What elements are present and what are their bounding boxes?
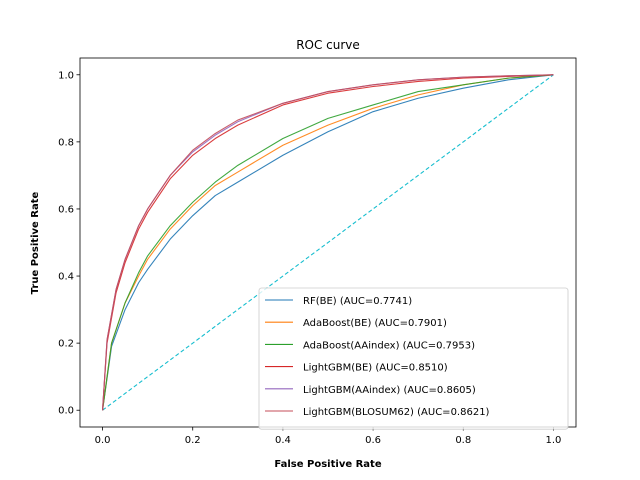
- y-tick-label: 0.2: [58, 339, 74, 350]
- series-line-3: [102, 74, 554, 411]
- reference-diagonal-line: [102, 74, 554, 411]
- y-axis-label: True Positive Rate: [30, 191, 41, 294]
- x-axis-label: False Positive Rate: [274, 459, 381, 470]
- legend-label-1: AdaBoost(BE) (AUC=0.7901): [303, 318, 447, 329]
- x-axis: 0.0 0.2 0.4 0.6 0.8 1.0: [95, 427, 562, 446]
- x-tick-label: 0.0: [95, 435, 111, 446]
- y-tick-label: 0.4: [58, 272, 74, 283]
- legend: RF(BE) (AUC=0.7741) AdaBoost(BE) (AUC=0.7…: [258, 287, 569, 430]
- x-tick-label: 0.2: [185, 435, 201, 446]
- legend-label-3: LightGBM(BE) (AUC=0.8510): [303, 363, 448, 374]
- x-tick-label: 0.4: [275, 435, 291, 446]
- legend-label-5: LightGBM(BLOSUM62) (AUC=0.8621): [303, 407, 490, 418]
- chart-title: ROC curve: [296, 38, 360, 52]
- y-tick-label: 0.6: [58, 204, 74, 215]
- y-axis: 0.0 0.2 0.4 0.6 0.8 1.0: [58, 70, 80, 417]
- x-tick-label: 0.6: [365, 435, 381, 446]
- series-group: [102, 74, 554, 411]
- legend-label-0: RF(BE) (AUC=0.7741): [303, 296, 412, 307]
- y-tick-label: 0.8: [58, 137, 74, 148]
- legend-label-2: AdaBoost(AAindex) (AUC=0.7953): [303, 340, 475, 351]
- series-line-5: [102, 74, 554, 411]
- legend-box: [258, 287, 569, 430]
- series-line-2: [102, 74, 554, 411]
- x-tick-label: 1.0: [546, 435, 562, 446]
- y-tick-label: 0.0: [58, 406, 74, 417]
- legend-label-4: LightGBM(AAindex) (AUC=0.8605): [303, 385, 476, 396]
- reference-line-group: [102, 74, 554, 411]
- y-tick-label: 1.0: [58, 70, 74, 81]
- series-line-1: [102, 74, 554, 411]
- series-line-0: [102, 74, 554, 411]
- x-tick-label: 0.8: [455, 435, 471, 446]
